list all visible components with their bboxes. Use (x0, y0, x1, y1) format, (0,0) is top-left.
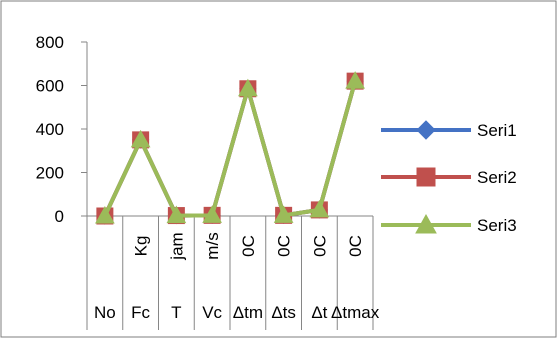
data-point-triangle (166, 205, 187, 224)
legend-label: Seri2 (477, 168, 517, 187)
data-point-triangle (309, 199, 330, 218)
data-point-triangle (202, 205, 222, 223)
category-name-label: Fc (131, 303, 150, 322)
category-unit-label: 0C (310, 235, 329, 257)
data-point-triangle (130, 129, 151, 148)
category-name-label: Δtm (233, 303, 263, 322)
category-name-label: Δt (311, 303, 327, 322)
category-unit-label: 0C (275, 235, 294, 257)
legend: Seri1 Seri2 Seri3 (381, 120, 517, 235)
data-point-triangle (238, 78, 258, 97)
data-point-triangle (273, 205, 294, 223)
category-name-label: Vc (202, 303, 222, 322)
legend-label: Seri3 (477, 216, 517, 235)
category-unit-label: Kg (132, 236, 151, 257)
legend-item-seri1: Seri1 (381, 120, 517, 140)
legend-label: Seri1 (477, 121, 517, 140)
category-name-label: Δts (271, 303, 296, 322)
data-point-square (416, 167, 436, 187)
data-point-triangle (415, 213, 437, 234)
data-point-triangle (345, 71, 365, 89)
series-layer (95, 71, 365, 225)
data-point-triangle (95, 205, 115, 224)
y-tick-label: 200 (36, 164, 64, 183)
category-unit-label: m/s (203, 232, 222, 259)
y-tick-label: 600 (36, 77, 64, 96)
category-unit-label: 0C (346, 235, 365, 257)
legend-item-seri3: Seri3 (381, 213, 517, 235)
series-seri3 (95, 71, 365, 224)
category-name-label: Δtmax (331, 303, 380, 322)
y-tick-label: 0 (55, 207, 64, 226)
category-unit-label: 0C (239, 235, 258, 257)
category-name-label: No (94, 303, 116, 322)
data-point-diamond (416, 120, 436, 140)
legend-item-seri2: Seri2 (381, 167, 517, 187)
category-name-label: T (171, 303, 181, 322)
category-unit-label: jam (167, 232, 186, 260)
y-tick-label: 400 (36, 120, 64, 139)
y-tick-label: 800 (36, 33, 64, 52)
